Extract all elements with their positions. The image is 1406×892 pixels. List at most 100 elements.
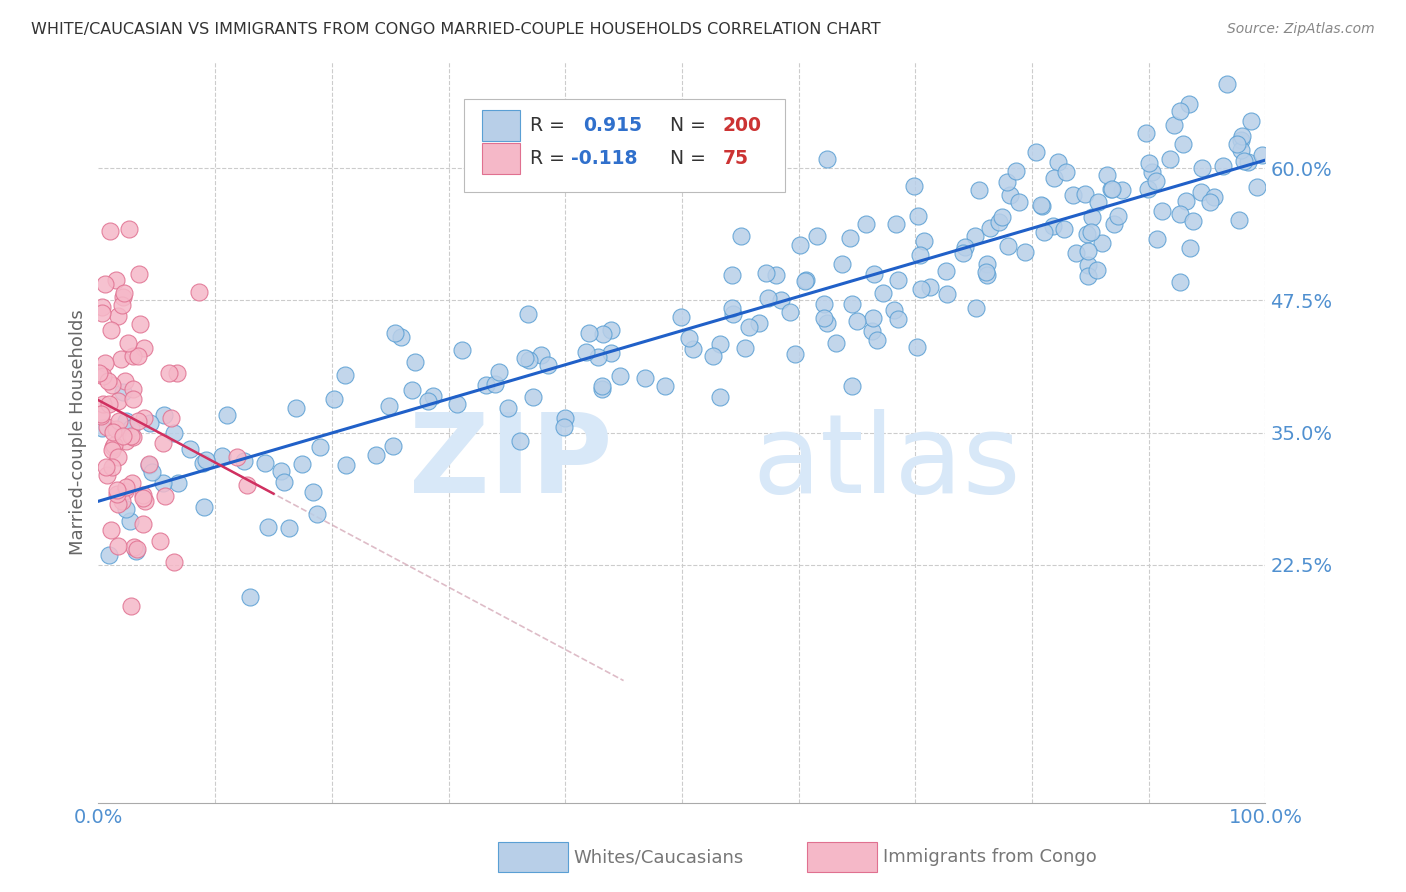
- Point: [721, 301, 744, 315]
- Point: [97, 549, 120, 563]
- Point: [721, 307, 744, 321]
- Point: [122, 540, 145, 554]
- Point: [887, 273, 910, 287]
- FancyBboxPatch shape: [482, 110, 520, 141]
- Text: Immigrants from Congo: Immigrants from Congo: [883, 848, 1097, 866]
- Point: [107, 497, 129, 511]
- Point: [554, 411, 576, 425]
- Point: [1085, 262, 1108, 277]
- Point: [239, 590, 262, 604]
- Point: [825, 335, 848, 350]
- Point: [101, 440, 124, 454]
- Point: [101, 460, 124, 475]
- Point: [1095, 169, 1118, 183]
- Point: [600, 345, 623, 359]
- Point: [976, 257, 998, 271]
- FancyBboxPatch shape: [464, 99, 785, 192]
- Point: [270, 464, 292, 478]
- Point: [789, 237, 811, 252]
- Point: [862, 310, 884, 325]
- Point: [1047, 154, 1070, 169]
- Point: [1137, 156, 1160, 170]
- Point: [976, 268, 998, 282]
- Point: [401, 384, 423, 398]
- Point: [633, 371, 655, 385]
- Point: [578, 326, 600, 340]
- Point: [120, 514, 142, 528]
- Point: [1182, 214, 1205, 228]
- Point: [127, 350, 149, 364]
- Point: [233, 454, 256, 468]
- Point: [121, 475, 143, 490]
- Point: [903, 179, 925, 194]
- Point: [127, 414, 149, 428]
- Point: [1191, 161, 1213, 175]
- Point: [517, 353, 540, 368]
- Point: [117, 335, 139, 350]
- Point: [157, 366, 180, 380]
- Point: [1191, 185, 1213, 199]
- Point: [309, 441, 332, 455]
- Point: [193, 500, 215, 514]
- Point: [127, 541, 149, 556]
- Point: [277, 521, 299, 535]
- Point: [129, 317, 152, 331]
- Point: [389, 330, 412, 344]
- Point: [806, 229, 828, 244]
- Point: [253, 456, 276, 470]
- Text: R =: R =: [530, 116, 571, 135]
- Point: [105, 483, 128, 497]
- Point: [110, 351, 132, 366]
- Point: [152, 476, 174, 491]
- Point: [114, 413, 136, 427]
- Point: [756, 291, 779, 305]
- Point: [107, 310, 129, 324]
- Point: [936, 286, 959, 301]
- Point: [522, 390, 544, 404]
- Point: [107, 393, 129, 408]
- Point: [120, 421, 142, 435]
- Point: [273, 475, 295, 489]
- Point: [591, 379, 613, 393]
- Point: [995, 175, 1018, 189]
- Point: [1004, 163, 1026, 178]
- Point: [112, 429, 135, 443]
- Point: [257, 520, 280, 534]
- Point: [152, 435, 174, 450]
- Point: [236, 477, 259, 491]
- Point: [87, 366, 110, 380]
- Point: [101, 425, 124, 439]
- Point: [94, 459, 117, 474]
- Y-axis label: Married-couple Households: Married-couple Households: [69, 310, 87, 556]
- Point: [1137, 182, 1160, 196]
- Point: [1091, 235, 1114, 250]
- Point: [721, 268, 744, 282]
- Point: [498, 401, 520, 415]
- Point: [991, 210, 1014, 224]
- Point: [121, 349, 143, 363]
- Point: [709, 390, 731, 404]
- Point: [488, 365, 510, 379]
- Point: [654, 378, 676, 392]
- Point: [97, 374, 120, 388]
- Point: [382, 438, 405, 452]
- Point: [121, 599, 143, 614]
- Point: [1146, 232, 1168, 246]
- Point: [114, 374, 136, 388]
- Point: [908, 248, 931, 262]
- Point: [1077, 244, 1099, 258]
- Point: [1031, 199, 1053, 213]
- Point: [905, 340, 928, 354]
- Point: [285, 401, 308, 416]
- Point: [953, 240, 976, 254]
- Point: [863, 267, 886, 281]
- Point: [141, 465, 163, 479]
- Point: [215, 408, 238, 422]
- Point: [1107, 209, 1129, 223]
- Point: [815, 153, 838, 167]
- Point: [1025, 145, 1047, 159]
- Point: [1202, 190, 1225, 204]
- Point: [678, 331, 700, 345]
- Point: [1042, 170, 1064, 185]
- Point: [163, 555, 186, 569]
